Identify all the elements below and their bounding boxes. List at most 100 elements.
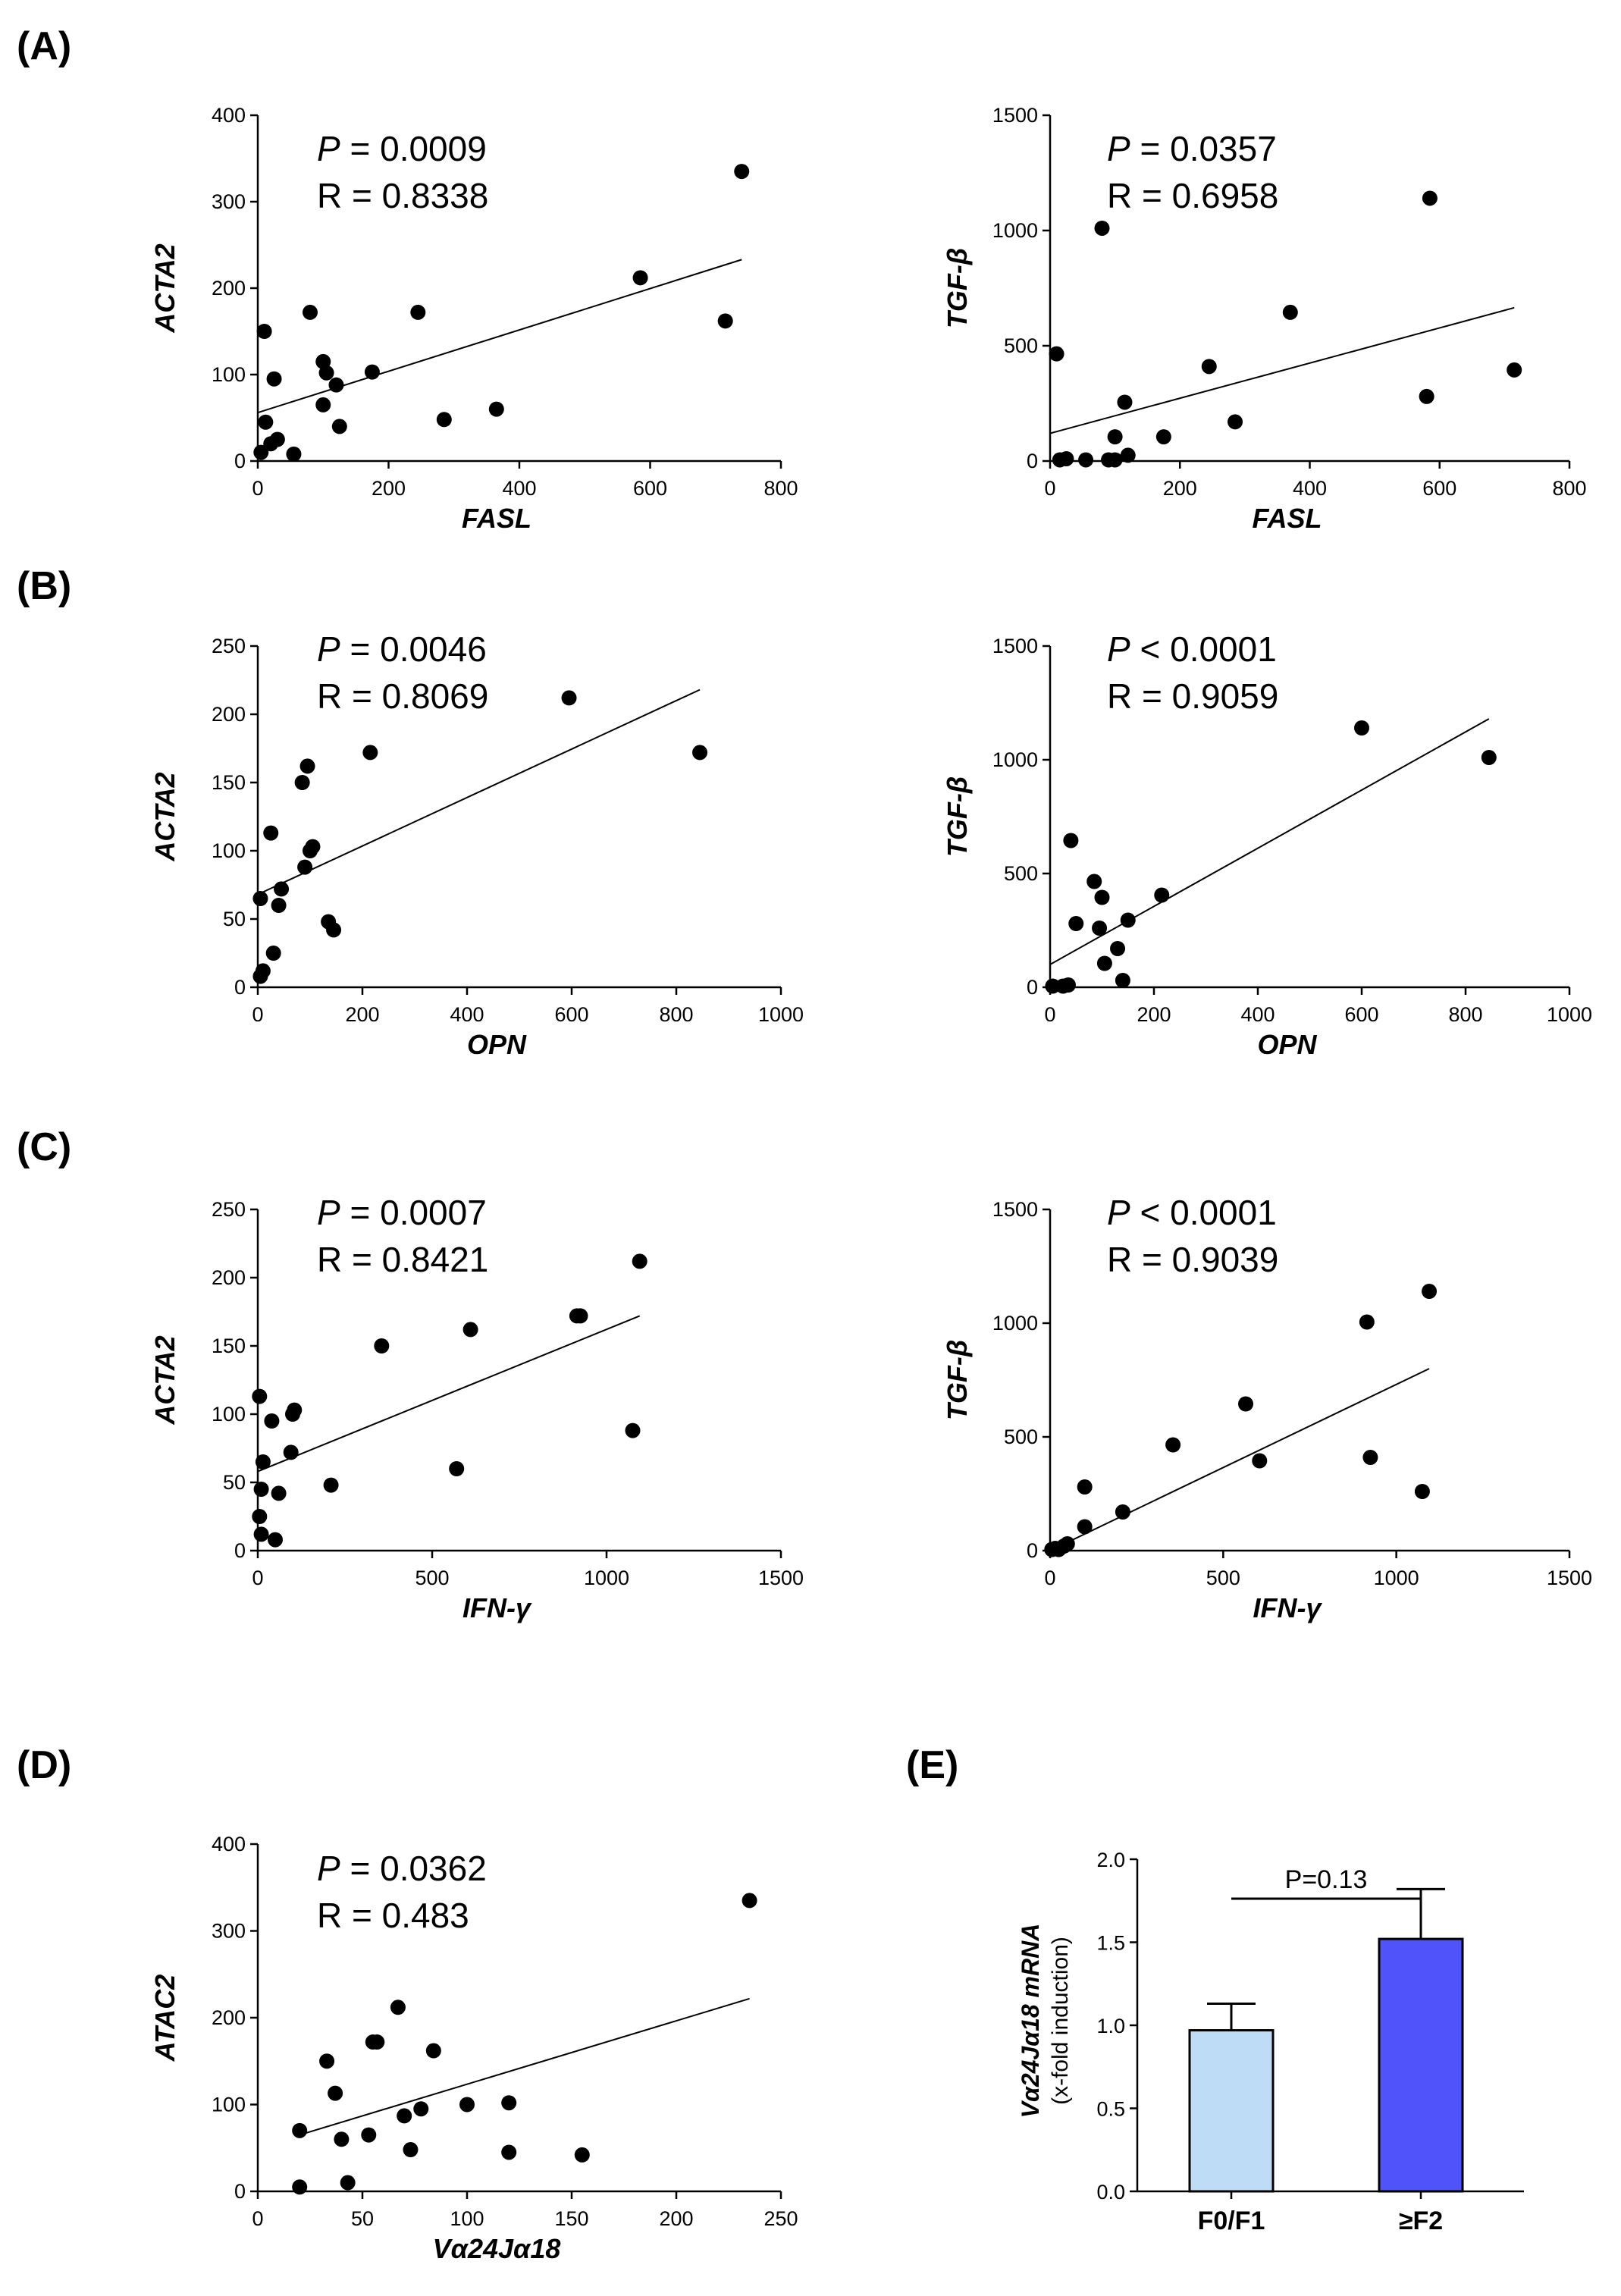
data-point xyxy=(403,2142,419,2158)
x-axis-title: IFN-γ xyxy=(462,1592,532,1623)
data-point xyxy=(328,377,344,393)
x-tick-label: 400 xyxy=(450,1003,484,1026)
data-point xyxy=(292,2122,308,2138)
x-tick-label: 0 xyxy=(1044,1003,1055,1026)
data-point xyxy=(632,270,648,286)
x-tick-label: 800 xyxy=(1448,1003,1482,1026)
y-tick-label: 0 xyxy=(1027,450,1038,472)
x-tick-label: 100 xyxy=(450,2207,484,2230)
y-tick-label: 500 xyxy=(1004,334,1038,357)
y-tick-label: 0 xyxy=(234,976,246,999)
x-axis-title: Vα24Jα18 xyxy=(433,2233,561,2264)
data-point xyxy=(1117,394,1133,410)
data-point xyxy=(1086,874,1102,889)
data-point xyxy=(1422,1284,1438,1299)
p-symbol: P xyxy=(1107,629,1130,669)
data-point xyxy=(364,364,380,380)
data-point xyxy=(268,1532,283,1548)
x-tick-label: 0 xyxy=(252,2207,263,2230)
data-point xyxy=(265,946,281,961)
data-point xyxy=(1078,452,1094,468)
y-tick-label: 1000 xyxy=(992,1312,1038,1335)
x-tick-label: 200 xyxy=(1163,477,1197,500)
data-point xyxy=(305,839,321,855)
y-tick-label: 100 xyxy=(212,839,246,862)
y-axis-title: ACTA2 xyxy=(149,1335,180,1425)
p-value: P < 0.0001 xyxy=(1107,1193,1277,1232)
data-point xyxy=(1077,1519,1093,1535)
significance-label: P=0.13 xyxy=(1285,1865,1368,1894)
data-point xyxy=(1058,450,1074,466)
x-axis-title: FASL xyxy=(1252,503,1322,534)
r-value: R = 0.6958 xyxy=(1107,176,1278,215)
data-point xyxy=(425,2043,441,2059)
y-axis-title: ACTA2 xyxy=(149,243,180,333)
x-tick-label: 1000 xyxy=(1374,1567,1419,1589)
x-tick-label: 200 xyxy=(659,2207,693,2230)
chart-b1: (B) 0 200 400 600 800 1000 0 50 100 150 200 250 OPN AC… xyxy=(17,564,804,1060)
y-tick-label: 0 xyxy=(1027,976,1038,999)
p-value: P = 0.0046 xyxy=(317,629,487,669)
data-point xyxy=(449,1461,465,1476)
x-tick-label: 800 xyxy=(1552,477,1586,500)
data-point xyxy=(1063,833,1079,848)
data-point xyxy=(1120,447,1136,463)
data-point xyxy=(323,1477,339,1493)
x-axis-title: OPN xyxy=(467,1029,527,1060)
p-value-number: = 0.0007 xyxy=(340,1193,487,1232)
data-point xyxy=(263,825,279,841)
data-point xyxy=(1238,1396,1254,1412)
data-point xyxy=(318,365,334,381)
y-tick-label: 1.5 xyxy=(1096,1932,1125,1955)
data-point xyxy=(315,397,331,412)
panel-label: (E) xyxy=(906,1743,958,1787)
data-point xyxy=(572,1308,588,1324)
x-axis-title: FASL xyxy=(462,503,531,534)
data-point xyxy=(256,324,272,339)
y-tick-label: 500 xyxy=(1004,1426,1038,1448)
data-point xyxy=(436,412,452,428)
r-value: R = 0.483 xyxy=(317,1896,469,1935)
x-tick-label: 600 xyxy=(1422,477,1456,500)
chart-b2: 0 200 400 600 800 1000 0 500 1000 1500 OPN TGF-β P <… xyxy=(942,629,1592,1060)
x-tick-label: 1500 xyxy=(758,1567,804,1589)
data-point xyxy=(462,1322,478,1338)
data-point xyxy=(1115,1504,1130,1520)
x-tick-label: 0 xyxy=(252,1003,263,1026)
data-point xyxy=(1094,220,1110,236)
data-point xyxy=(255,963,271,979)
chart-a1: (A) 0 200 400 600 800 0 100 200 300 400 FASL ACTA2 P … xyxy=(17,24,798,534)
y-tick-label: 500 xyxy=(1004,862,1038,885)
y-axis-title: ACTA2 xyxy=(149,772,180,861)
x-category-label: ≥F2 xyxy=(1399,2207,1443,2235)
data-point xyxy=(574,2147,590,2163)
data-point xyxy=(625,1422,641,1438)
x-tick-label: 200 xyxy=(1137,1003,1171,1026)
chart-d1: (D) 0 50 100 150 200 250 0 100 200 300 400 Vα24Jα18 A… xyxy=(17,1743,798,2264)
y-tick-label: 1500 xyxy=(992,1198,1038,1221)
data-point xyxy=(328,2085,343,2101)
r-value: R = 0.8338 xyxy=(317,176,488,215)
data-point xyxy=(1115,973,1130,988)
y-tick-label: 1500 xyxy=(992,104,1038,127)
panel-label: (D) xyxy=(17,1743,71,1787)
regression-line xyxy=(257,1315,641,1473)
y-tick-label: 100 xyxy=(212,363,246,386)
y-tick-label: 150 xyxy=(212,771,246,794)
p-value: P = 0.0009 xyxy=(317,129,487,168)
data-point xyxy=(374,1338,390,1353)
data-point xyxy=(252,1388,268,1404)
data-point xyxy=(397,2108,412,2124)
data-point xyxy=(258,414,274,430)
y-tick-label: 400 xyxy=(212,1833,246,1855)
chart-a2: 0 200 400 600 800 0 500 1000 1500 FASL TGF-β P = 0.… xyxy=(942,104,1587,534)
x-tick-label: 500 xyxy=(1206,1567,1240,1589)
data-point xyxy=(283,1444,299,1460)
p-symbol: P xyxy=(317,1193,340,1232)
x-tick-label: 0 xyxy=(252,1567,263,1589)
y-tick-label: 250 xyxy=(212,1198,246,1221)
y-tick-label: 200 xyxy=(212,277,246,300)
data-point xyxy=(269,431,285,447)
y-tick-label: 100 xyxy=(212,2094,246,2116)
x-tick-label: 400 xyxy=(502,477,536,500)
